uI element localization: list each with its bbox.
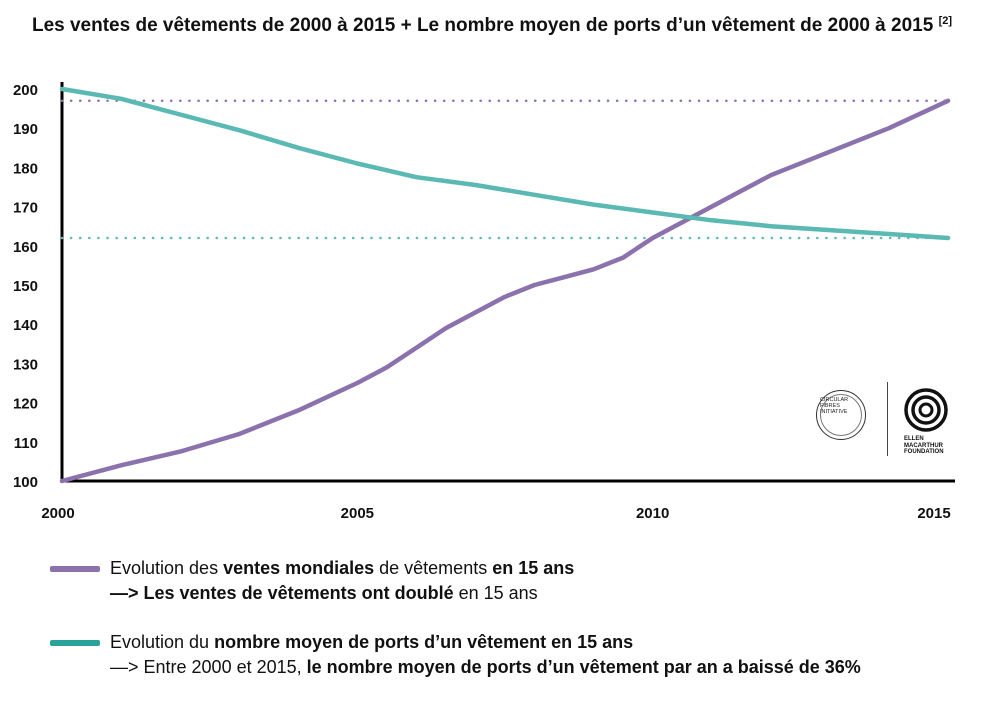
legend-uses-line2: —> Entre 2000 et 2015, le nombre moyen d…	[110, 655, 984, 680]
y-tick-label: 100	[13, 474, 38, 491]
y-tick-label: 180	[13, 160, 38, 177]
legend-text: Evolution du	[110, 632, 215, 652]
series-line-uses	[59, 86, 951, 241]
chart-title-reference: [2]	[938, 15, 953, 27]
circular-fibres-logo-icon	[816, 390, 866, 440]
legend-text-bold: Les ventes de vêtements ont doublé	[143, 583, 454, 603]
legend-text: de vêtements	[374, 558, 493, 578]
legend-text-bold: en 15 ans	[492, 558, 575, 578]
logo-divider	[887, 382, 888, 456]
legend-item-uses: Evolution du nombre moyen de ports d’un …	[50, 630, 984, 680]
legend-text-bold: —>	[110, 583, 144, 603]
y-tick-label: 130	[13, 356, 38, 373]
partner-logos: CIRCULAR FIBRES INITIATIVE ELLEN MACARTH…	[812, 380, 962, 460]
y-tick-label: 190	[13, 121, 38, 138]
x-tick-label: 2015	[917, 505, 950, 522]
y-tick-label: 110	[14, 435, 38, 452]
legend-text: en 15 ans	[453, 583, 538, 603]
y-tick-label: 140	[13, 317, 38, 334]
legend-swatch-sales	[50, 566, 100, 572]
legend-uses-line1: Evolution du nombre moyen de ports d’un …	[110, 630, 984, 655]
legend-sales-line1: Evolution des ventes mondiales de vêteme…	[110, 556, 950, 581]
legend-text-bold: ventes mondiales	[223, 558, 375, 578]
ellen-macarthur-logo-text: ELLEN MACARTHUR FOUNDATION	[904, 436, 944, 455]
series-line-sales	[59, 98, 951, 484]
y-tick-label: 120	[13, 396, 38, 413]
y-tick-label: 170	[13, 200, 38, 217]
legend-text-bold: le nombre moyen de ports d’un vêtement p…	[306, 657, 861, 677]
legend-swatch-uses	[50, 640, 100, 646]
chart-title: Les ventes de vêtements de 2000 à 2015 +…	[0, 8, 984, 39]
y-tick-label: 150	[13, 278, 38, 295]
x-tick-label: 2000	[41, 505, 74, 522]
x-tick-label: 2005	[341, 505, 374, 522]
y-tick-label: 200	[13, 82, 38, 99]
circular-fibres-logo-text: CIRCULAR FIBRES INITIATIVE	[820, 397, 849, 415]
y-tick-label: 160	[13, 239, 38, 256]
chart-title-text: Les ventes de vêtements de 2000 à 2015 +…	[31, 15, 934, 36]
legend-item-sales: Evolution des ventes mondiales de vêteme…	[50, 556, 950, 606]
ellen-macarthur-logo-icon	[904, 388, 948, 432]
line-chart: 100 110 120 130 140 150 160 170 180 190 200 2000 200…	[13, 82, 955, 522]
legend-text-bold: nombre moyen de ports d’un vêtement en 1…	[214, 632, 634, 652]
legend-sales-line2: —> Les ventes de vêtements ont doublé en…	[110, 581, 950, 606]
legend-text: —> Entre 2000 et 2015,	[110, 657, 307, 677]
legend-text: Evolution des	[110, 558, 224, 578]
x-tick-label: 2010	[636, 505, 669, 522]
